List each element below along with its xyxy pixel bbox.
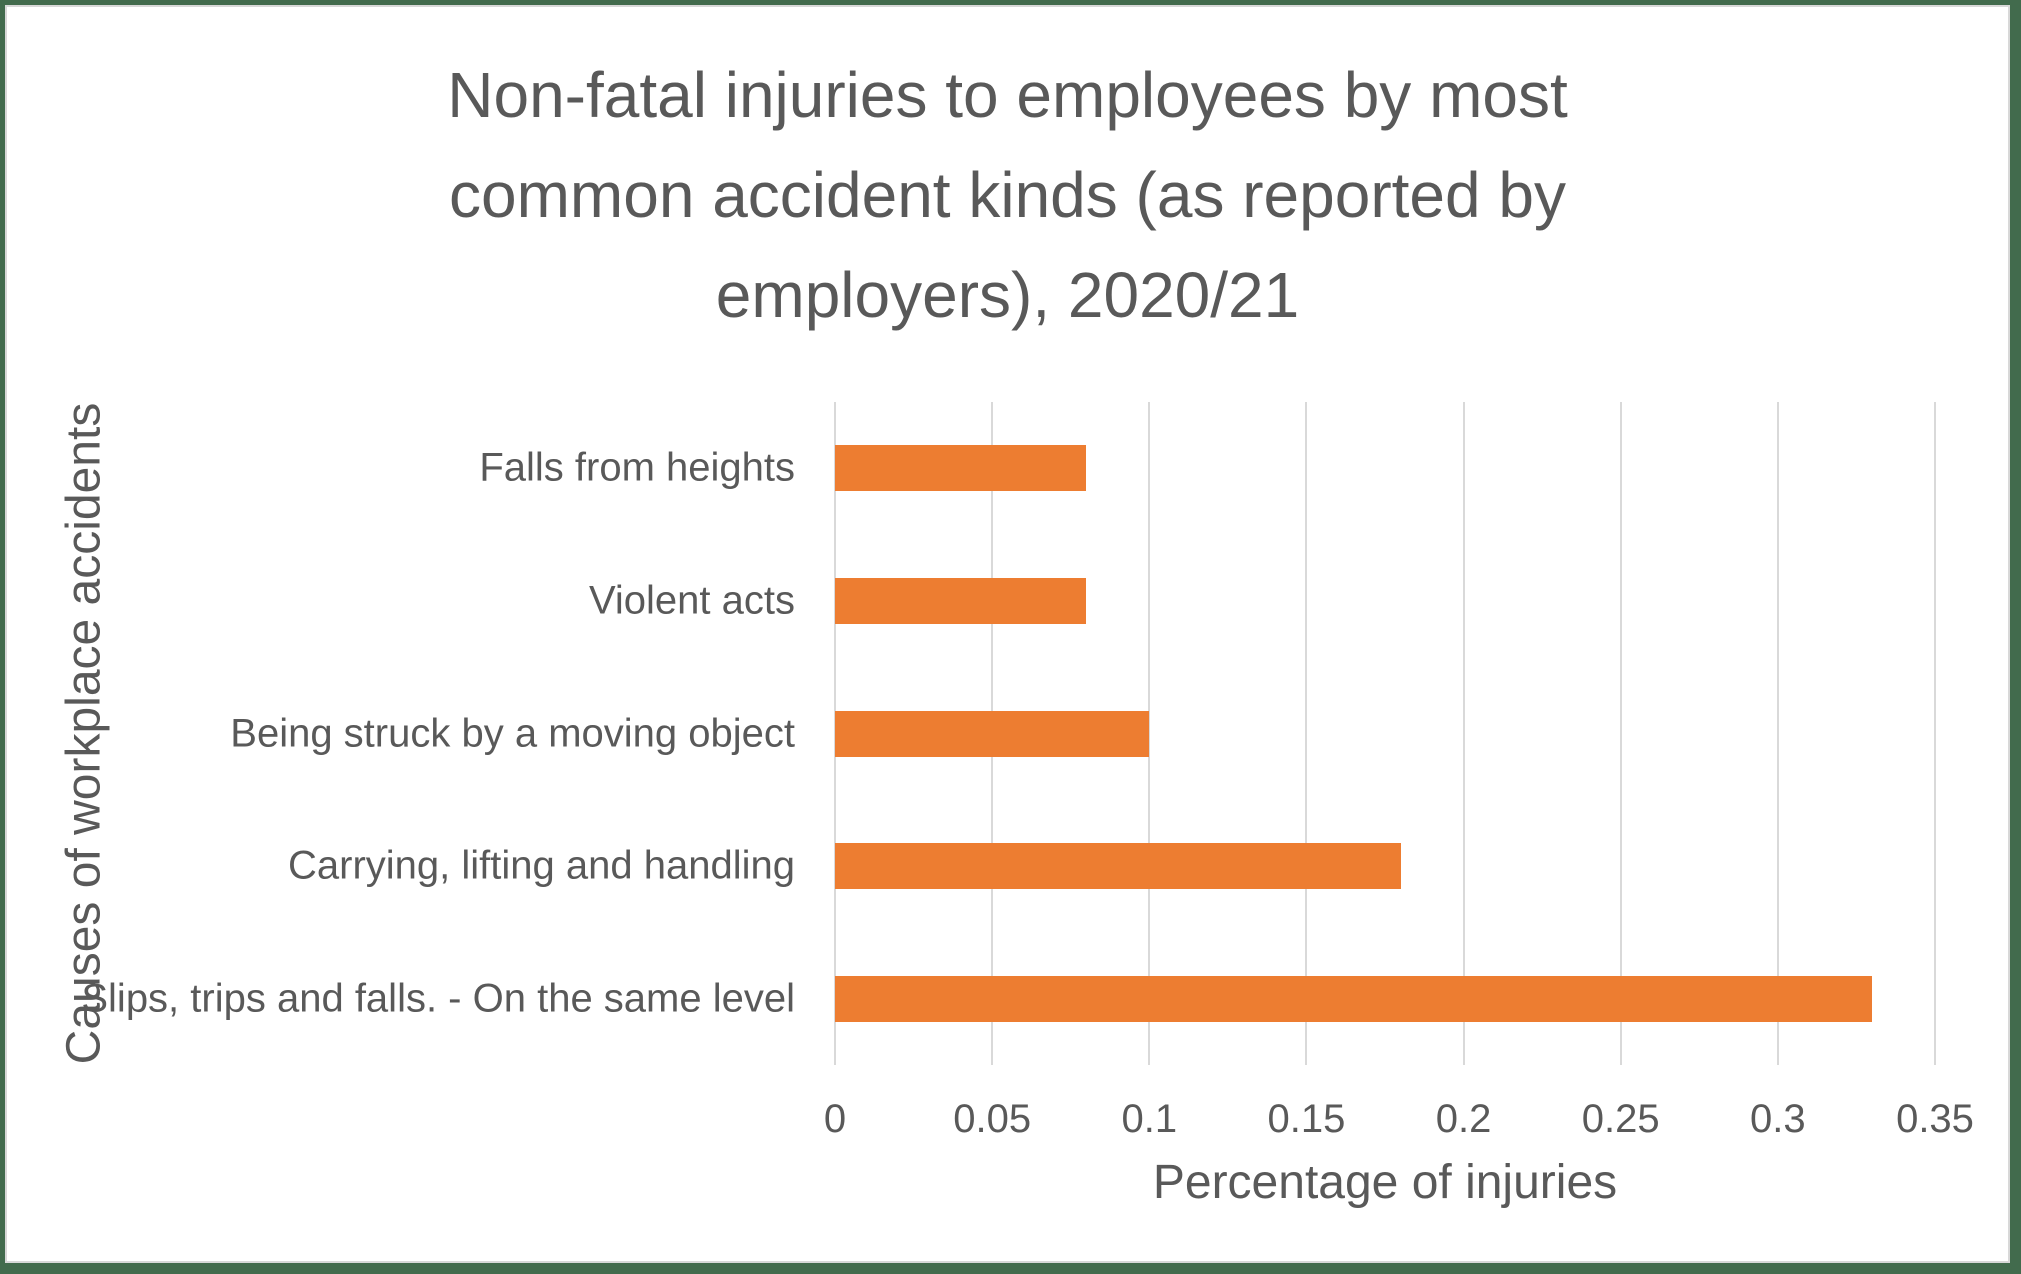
gridline [1776, 402, 1779, 1065]
gridline [1462, 402, 1465, 1065]
bar [835, 710, 1150, 757]
plot-area [834, 402, 1936, 1065]
chart-title-line-1: Non-fatal injuries to employees by most [447, 59, 1568, 131]
x-tick-label: 0.05 [953, 1097, 1032, 1141]
x-tick-label: 0.25 [1581, 1097, 1660, 1141]
x-tick-label: 0.1 [1121, 1097, 1178, 1141]
bar [835, 445, 1087, 492]
x-tick-label: 0 [823, 1097, 847, 1141]
gridline [1305, 402, 1308, 1065]
x-tick-label: 0.3 [1750, 1097, 1806, 1141]
gridline [1619, 402, 1622, 1065]
x-axis-tick-labels: 0 0.05 0.1 0.15 0.2 0.25 0.3 0.35 [824, 1097, 1974, 1143]
category-label: Slips, trips and falls. - On the same le… [81, 976, 795, 1021]
category-label: Being struck by a moving object [230, 711, 795, 755]
x-tick-label: 0.2 [1435, 1097, 1492, 1141]
bar [835, 843, 1401, 890]
category-label: Falls from heights [479, 445, 795, 490]
category-label: Violent acts [588, 578, 795, 623]
bar [835, 975, 1873, 1022]
chart-title-line-2: common accident kinds (as reported by [449, 159, 1566, 231]
category-labels: Falls from heights Violent acts Being stru… [5, 402, 823, 1065]
category-label: Carrying, lifting and handling [288, 843, 795, 888]
chart-title-line-3: employers), 2020/21 [715, 259, 1300, 331]
bar [835, 577, 1087, 624]
gridline [1934, 402, 1936, 1065]
chart-title: Non-fatal injuries to employees by most … [5, 45, 2010, 345]
x-axis-title: Percentage of injuries [1152, 1156, 1618, 1209]
gridline [1148, 402, 1151, 1065]
x-tick-label: 0.35 [1896, 1097, 1974, 1141]
x-tick-label: 0.15 [1267, 1097, 1346, 1141]
